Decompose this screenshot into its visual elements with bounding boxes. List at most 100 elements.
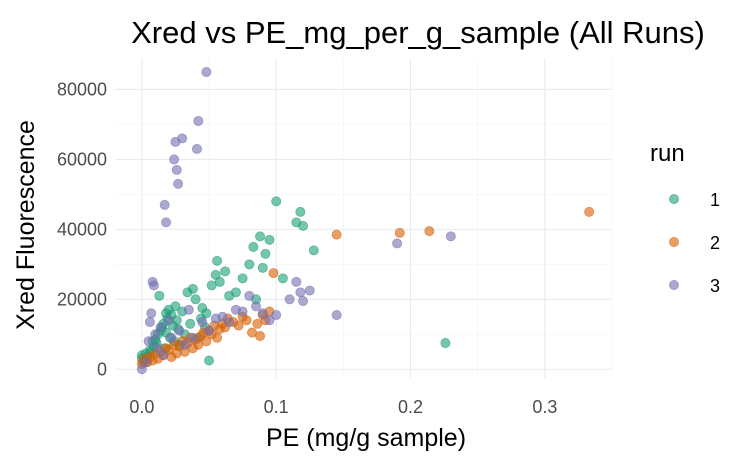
data-point-run-1 [190, 294, 201, 305]
data-point-run-3 [204, 325, 215, 336]
data-point-run-3 [201, 66, 212, 77]
legend-key-run-3 [669, 279, 680, 290]
y-tick-label: 40000 [57, 219, 107, 239]
data-point-run-3 [295, 287, 306, 298]
data-point-run-3 [150, 329, 161, 340]
data-point-run-3 [144, 317, 155, 328]
legend-key-run-1 [669, 193, 680, 204]
y-axis-ticks: 0 20000 40000 60000 80000 [57, 79, 107, 379]
data-point-run-2 [584, 206, 595, 217]
data-point-run-3 [143, 336, 154, 347]
data-point-run-2 [268, 268, 279, 279]
data-point-run-1 [201, 308, 212, 319]
data-points [136, 66, 595, 375]
data-point-run-3 [187, 332, 198, 343]
y-tick-label: 80000 [57, 79, 107, 99]
data-point-run-1 [214, 276, 225, 287]
data-point-run-1 [248, 241, 259, 252]
data-point-run-3 [166, 332, 177, 343]
legend-label-run-2: 2 [710, 233, 720, 253]
data-point-run-1 [185, 318, 196, 329]
data-point-run-3 [257, 308, 268, 319]
legend-label-run-3: 3 [710, 276, 720, 296]
data-point-run-3 [291, 276, 302, 287]
legend-label-run-1: 1 [710, 190, 720, 210]
data-point-run-1 [220, 266, 231, 277]
data-point-run-1 [440, 338, 451, 349]
data-point-run-3 [244, 290, 255, 301]
x-tick-label: 0.0 [129, 397, 154, 417]
data-point-run-2 [233, 320, 244, 331]
y-tick-label: 20000 [57, 289, 107, 309]
legend: run 1 2 3 [650, 140, 720, 296]
data-point-run-1 [308, 245, 319, 256]
data-point-run-2 [424, 226, 435, 237]
data-point-run-1 [244, 259, 255, 270]
data-point-run-2 [212, 332, 223, 343]
data-point-run-2 [201, 336, 212, 347]
data-point-run-1 [298, 220, 309, 231]
y-axis-title: Xred Fluorescence [12, 120, 40, 330]
y-tick-label: 60000 [57, 149, 107, 169]
data-point-run-1 [212, 255, 223, 266]
data-point-run-1 [187, 283, 198, 294]
data-point-run-3 [158, 350, 169, 361]
data-point-run-3 [148, 280, 159, 291]
data-point-run-3 [271, 310, 282, 321]
data-point-run-3 [392, 238, 403, 249]
data-point-run-3 [155, 322, 166, 333]
data-point-run-3 [163, 315, 174, 326]
data-point-run-1 [295, 206, 306, 217]
data-point-run-1 [154, 290, 165, 301]
data-point-run-3 [146, 308, 157, 319]
data-point-run-3 [224, 317, 235, 328]
data-point-run-3 [197, 317, 208, 328]
data-point-run-3 [193, 115, 204, 126]
data-point-run-2 [255, 331, 266, 342]
x-tick-label: 0.1 [264, 397, 289, 417]
data-point-run-1 [264, 234, 275, 245]
data-point-run-3 [159, 199, 170, 210]
data-point-run-3 [173, 178, 184, 189]
data-point-run-3 [264, 315, 275, 326]
legend-items: 1 2 3 [669, 190, 720, 296]
data-point-run-1 [255, 231, 266, 242]
data-point-run-2 [394, 227, 405, 238]
data-point-run-3 [140, 357, 151, 368]
x-axis-ticks: 0.0 0.1 0.2 0.3 [129, 397, 557, 417]
data-point-run-3 [304, 285, 315, 296]
data-point-run-3 [284, 294, 295, 305]
data-point-run-3 [237, 306, 248, 317]
data-point-run-1 [170, 301, 181, 312]
data-point-run-3 [183, 304, 194, 315]
x-axis-title: PE (mg/g sample) [266, 424, 466, 452]
data-point-run-1 [277, 273, 288, 284]
data-point-run-3 [174, 325, 185, 336]
data-point-run-1 [257, 262, 268, 273]
y-tick-label: 0 [97, 359, 107, 379]
data-point-run-3 [217, 311, 228, 322]
data-point-run-3 [161, 217, 172, 228]
legend-title: run [650, 140, 685, 167]
legend-key-run-2 [669, 236, 680, 247]
data-point-run-3 [152, 343, 163, 354]
data-point-run-2 [241, 315, 252, 326]
data-point-run-1 [271, 196, 282, 207]
data-point-run-3 [298, 296, 309, 307]
x-tick-label: 0.3 [532, 397, 557, 417]
chart-title: Xred vs PE_mg_per_g_sample (All Runs) [131, 15, 705, 50]
data-point-run-3 [177, 133, 188, 144]
data-point-run-3 [171, 164, 182, 175]
data-point-run-1 [204, 355, 215, 366]
data-point-run-3 [169, 154, 180, 165]
data-point-run-1 [260, 248, 271, 259]
data-point-run-3 [179, 339, 190, 350]
data-point-run-3 [445, 231, 456, 242]
data-point-run-3 [331, 310, 342, 321]
data-point-run-3 [191, 143, 202, 154]
data-point-run-1 [237, 273, 248, 284]
data-point-run-2 [331, 229, 342, 240]
data-point-run-3 [251, 301, 262, 312]
grid [115, 58, 613, 378]
